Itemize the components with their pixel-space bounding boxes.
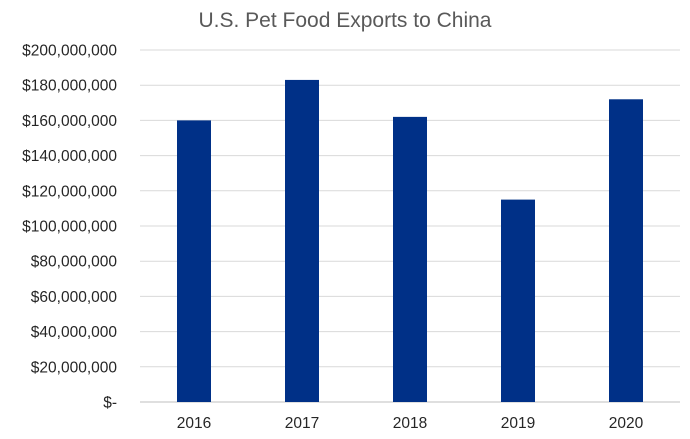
y-tick-label: $80,000,000 xyxy=(31,254,118,271)
y-tick-label: $140,000,000 xyxy=(22,148,117,165)
bar-2017 xyxy=(285,79,319,403)
chart-title: U.S. Pet Food Exports to China xyxy=(199,9,492,32)
bar-2019 xyxy=(501,199,535,402)
x-axis: 2016 2017 2018 2019 2020 xyxy=(177,415,644,432)
y-tick-label: $180,000,000 xyxy=(22,78,117,95)
bar-2020 xyxy=(609,99,643,402)
y-tick-label: $100,000,000 xyxy=(22,219,117,236)
y-tick-label: $60,000,000 xyxy=(31,289,118,306)
bar-2018 xyxy=(393,116,427,402)
x-tick-label: 2019 xyxy=(501,415,535,432)
y-tick-label: $200,000,000 xyxy=(22,43,117,60)
x-tick-label: 2016 xyxy=(177,415,211,432)
y-tick-label: $40,000,000 xyxy=(31,324,118,341)
x-tick-label: 2020 xyxy=(609,415,644,432)
y-tick-label: $160,000,000 xyxy=(22,113,117,130)
y-tick-label: $20,000,000 xyxy=(31,359,118,376)
bars xyxy=(177,79,643,403)
bar-2016 xyxy=(177,120,211,403)
x-tick-label: 2018 xyxy=(393,415,427,432)
y-tick-label: $120,000,000 xyxy=(22,183,117,200)
x-tick-label: 2017 xyxy=(285,415,319,432)
y-tick-label: $- xyxy=(103,395,117,412)
y-axis: $- $20,000,000 $40,000,000 $60,000,000 $80,0… xyxy=(22,43,117,412)
